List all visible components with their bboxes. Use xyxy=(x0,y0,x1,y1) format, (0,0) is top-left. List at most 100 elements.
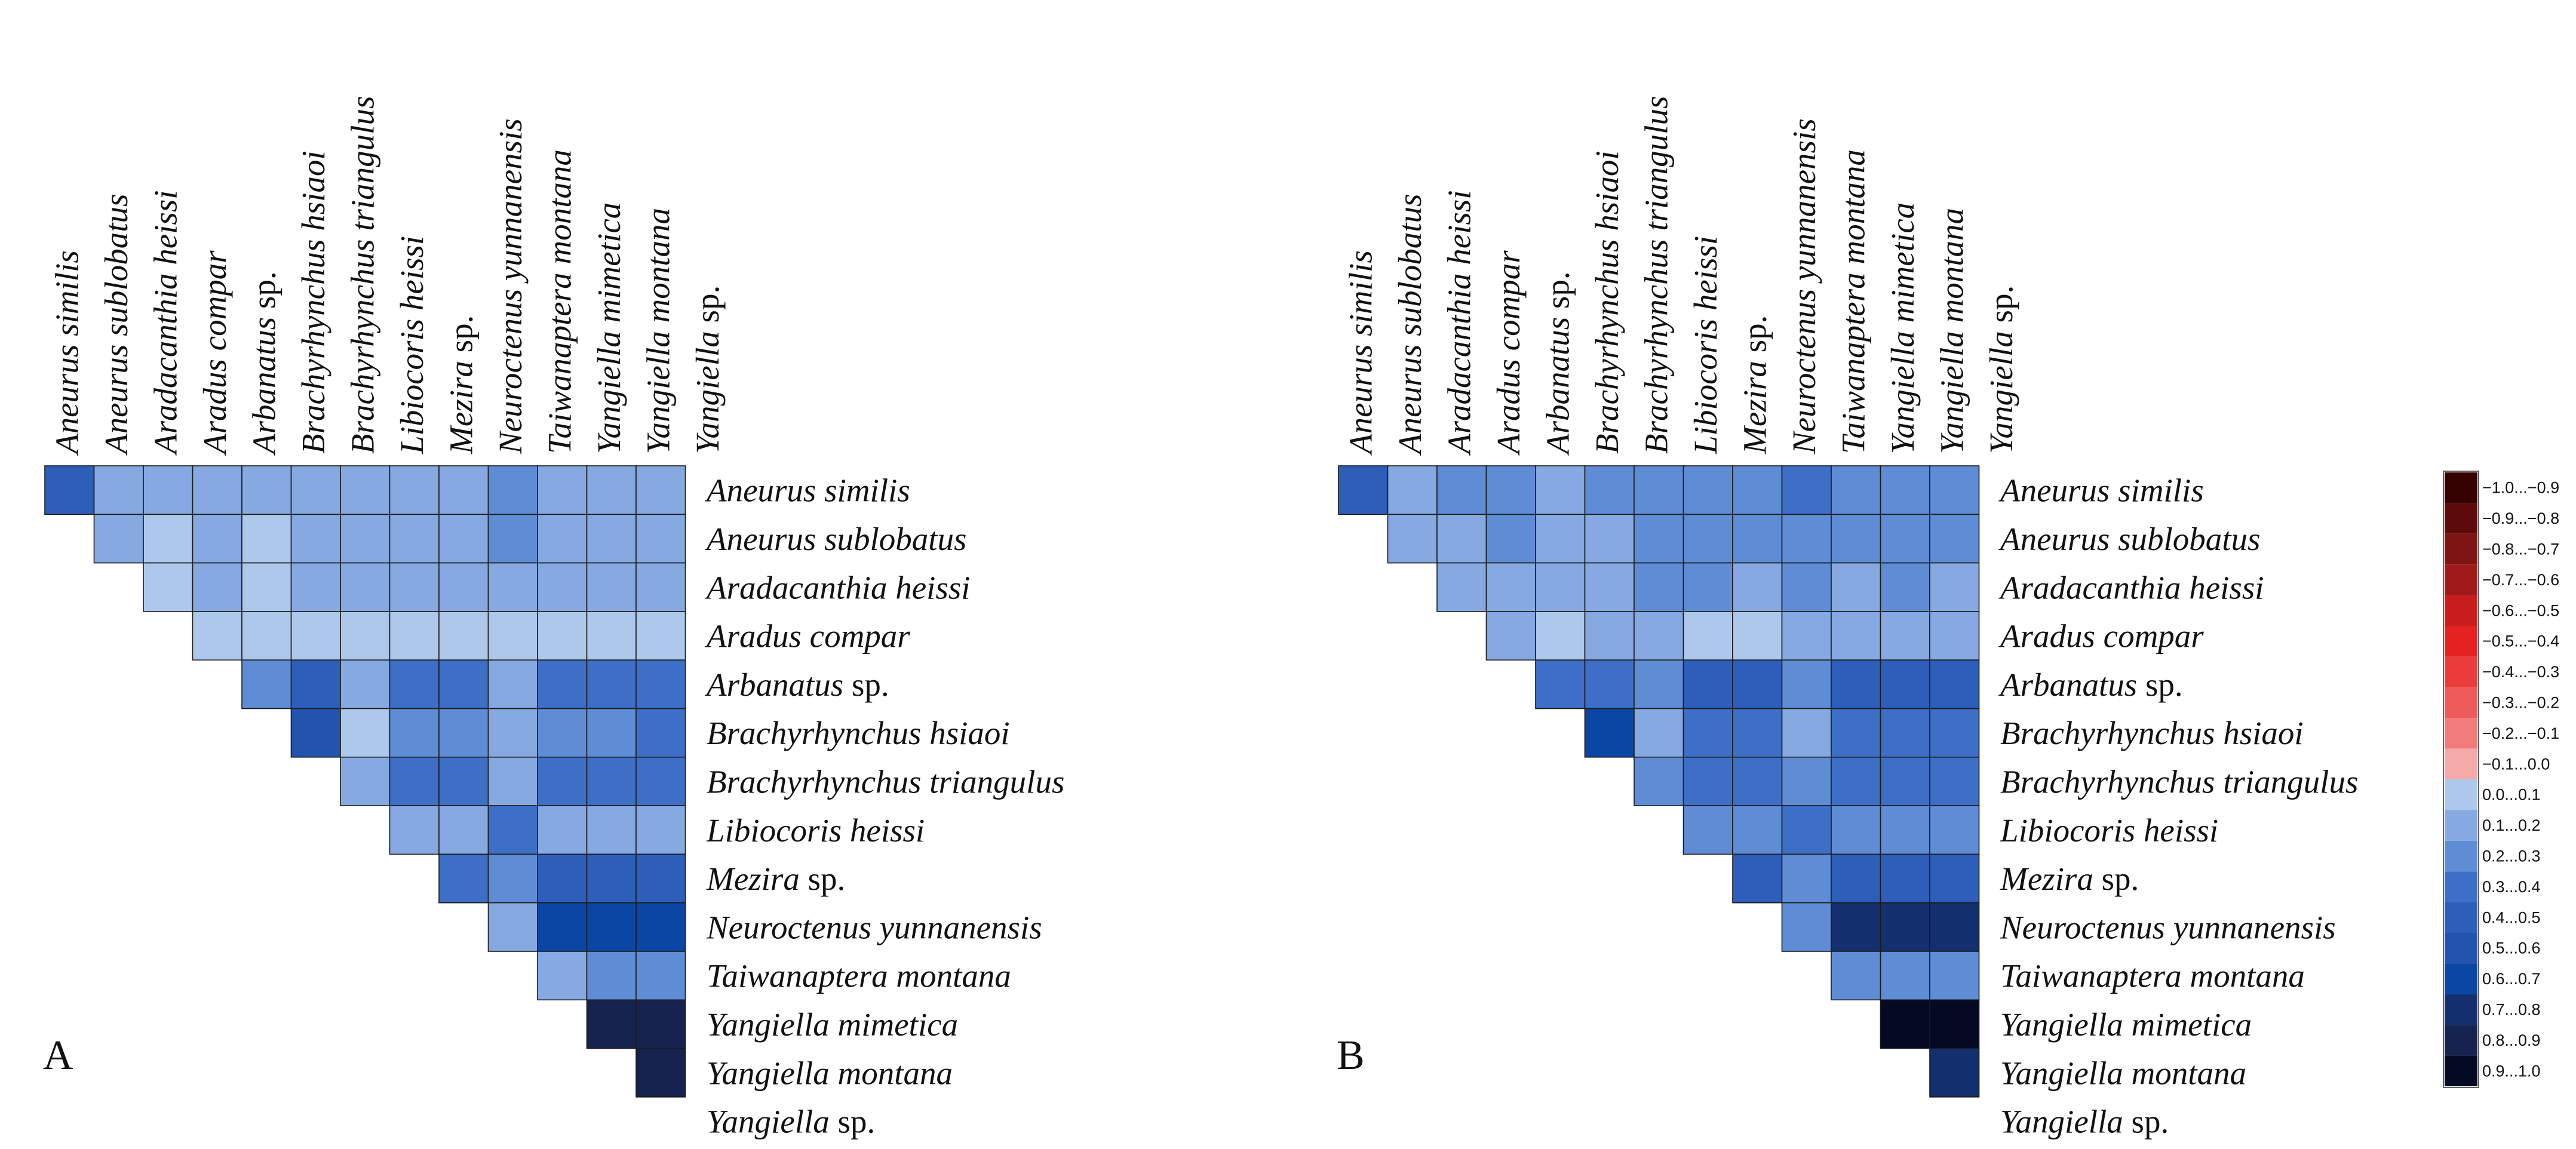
heatmap-cell xyxy=(635,805,686,855)
species-epithet: montana xyxy=(830,1055,953,1091)
species-epithet: montana xyxy=(1835,149,1871,272)
species-epithet: sp. xyxy=(2123,1104,2169,1140)
heatmap-cell xyxy=(1929,465,1980,515)
heatmap-cell xyxy=(389,805,440,855)
heatmap-cell xyxy=(537,708,588,758)
heatmap-cell xyxy=(1929,659,1980,709)
heatmap-cell xyxy=(143,562,194,612)
species-epithet: mimetica xyxy=(1884,202,1921,331)
heatmap-cell xyxy=(586,805,637,855)
species-epithet: yunnanensis xyxy=(871,909,1042,945)
heatmap-cell xyxy=(340,659,391,709)
legend-swatch xyxy=(2445,871,2477,902)
species-epithet: mimetica xyxy=(830,1006,958,1043)
row-label: Aneurus sublobatus xyxy=(704,521,966,557)
heatmap-cell xyxy=(487,562,538,612)
heatmap-cell xyxy=(1831,514,1881,564)
genus-name: Mezira xyxy=(1736,361,1773,454)
heatmap-cell xyxy=(93,514,144,564)
panel-label-b: B xyxy=(1337,1033,1365,1079)
heatmap-cell xyxy=(635,465,686,515)
genus-name: Neuroctenus xyxy=(1786,289,1822,454)
heatmap-cell xyxy=(1732,514,1783,564)
heatmap-cell xyxy=(1831,853,1881,904)
heatmap-cell xyxy=(1682,514,1733,564)
species-epithet: triangulus xyxy=(921,764,1064,800)
column-label: Libiocoris heissi xyxy=(394,236,430,454)
heatmap-cell xyxy=(1634,659,1684,709)
genus-name: Brachyrhynchus xyxy=(2000,715,2215,751)
heatmap-cell xyxy=(1732,757,1783,806)
legend-label: 0.0...0.1 xyxy=(2482,786,2541,804)
heatmap-cell xyxy=(1485,514,1536,564)
legend-swatch xyxy=(2445,748,2477,779)
genus-name: Yangiella xyxy=(1983,331,2019,454)
heatmap-cell xyxy=(1535,611,1586,661)
heatmap-cell xyxy=(438,514,489,564)
row-label: Taiwanaptera montana xyxy=(2000,958,2305,994)
species-epithet: sp. xyxy=(843,666,889,703)
genus-name: Aneurus xyxy=(1392,345,1428,456)
species-epithet: heissi xyxy=(147,190,183,273)
genus-name: Aradus xyxy=(1490,359,1527,456)
heatmap-cell xyxy=(1781,562,1832,612)
heatmap-cell xyxy=(586,902,637,952)
species-epithet: sp. xyxy=(443,315,479,361)
heatmap-cell xyxy=(1929,562,1980,612)
heatmap-cell xyxy=(487,902,538,952)
genus-name: Yangiella xyxy=(707,1055,830,1091)
genus-name: Taiwanaptera xyxy=(2000,958,2182,994)
column-label: Aradus compar xyxy=(1490,250,1527,456)
row-label: Neuroctenus yunnanensis xyxy=(706,909,1042,945)
heatmap-cell xyxy=(1584,465,1635,515)
species-epithet: triangulus xyxy=(2215,764,2358,800)
column-label: Libiocoris heissi xyxy=(1687,236,1724,454)
legend-swatch xyxy=(2445,503,2477,534)
heatmap-cell xyxy=(192,514,242,564)
heatmap-cell xyxy=(438,853,489,904)
heatmap-cell xyxy=(1535,562,1586,612)
genus-name: Libiocoris xyxy=(394,319,430,454)
heatmap-cell xyxy=(1584,659,1635,709)
heatmap-cell xyxy=(241,562,292,612)
heatmap-cell xyxy=(340,757,391,806)
column-label: Brachyrhynchus hsiaoi xyxy=(295,150,331,454)
heatmap-cell xyxy=(1880,611,1930,661)
legend-swatch xyxy=(2445,840,2477,872)
heatmap-cell xyxy=(1535,465,1586,515)
heatmap-cell xyxy=(1781,902,1832,952)
heatmap-cell xyxy=(487,853,538,904)
heatmap-cell xyxy=(1880,805,1930,855)
heatmap-cell xyxy=(635,562,686,612)
species-epithet: sublobatus xyxy=(98,194,134,345)
heatmap-cell xyxy=(1781,611,1832,661)
genus-name: Aneurus xyxy=(1998,521,2110,557)
heatmap-cell xyxy=(586,757,637,806)
heatmap-cell xyxy=(44,465,95,515)
legend-swatch xyxy=(2445,626,2477,657)
legend-label: 0.2...0.3 xyxy=(2482,847,2541,865)
genus-name: Aneurus xyxy=(704,521,816,557)
heatmap-cell xyxy=(1781,853,1832,904)
column-label: Mezira sp. xyxy=(443,315,479,454)
species-epithet: montana xyxy=(888,958,1011,994)
heatmap-cell xyxy=(1682,757,1733,806)
row-label: Arbanatus sp. xyxy=(1998,666,2183,703)
heatmap-cell xyxy=(438,659,489,709)
heatmap-cell xyxy=(1880,465,1930,515)
species-epithet: yunnanensis xyxy=(2165,909,2336,945)
genus-name: Yangiella xyxy=(707,1006,830,1043)
heatmap-cell xyxy=(1929,951,1980,1001)
heatmap-cell xyxy=(537,611,588,661)
heatmap-cell xyxy=(635,951,686,1001)
species-epithet: similis xyxy=(816,472,910,509)
genus-name: Arbanatus xyxy=(1998,666,2137,703)
species-epithet: sp. xyxy=(1983,285,2019,331)
legend-swatch xyxy=(2445,902,2477,933)
heatmap-cell xyxy=(438,611,489,661)
species-epithet: heissi xyxy=(1687,236,1724,319)
heatmap-cell xyxy=(1781,514,1832,564)
row-label: Taiwanaptera montana xyxy=(707,958,1011,994)
genus-name: Yangiella xyxy=(1933,331,1970,454)
